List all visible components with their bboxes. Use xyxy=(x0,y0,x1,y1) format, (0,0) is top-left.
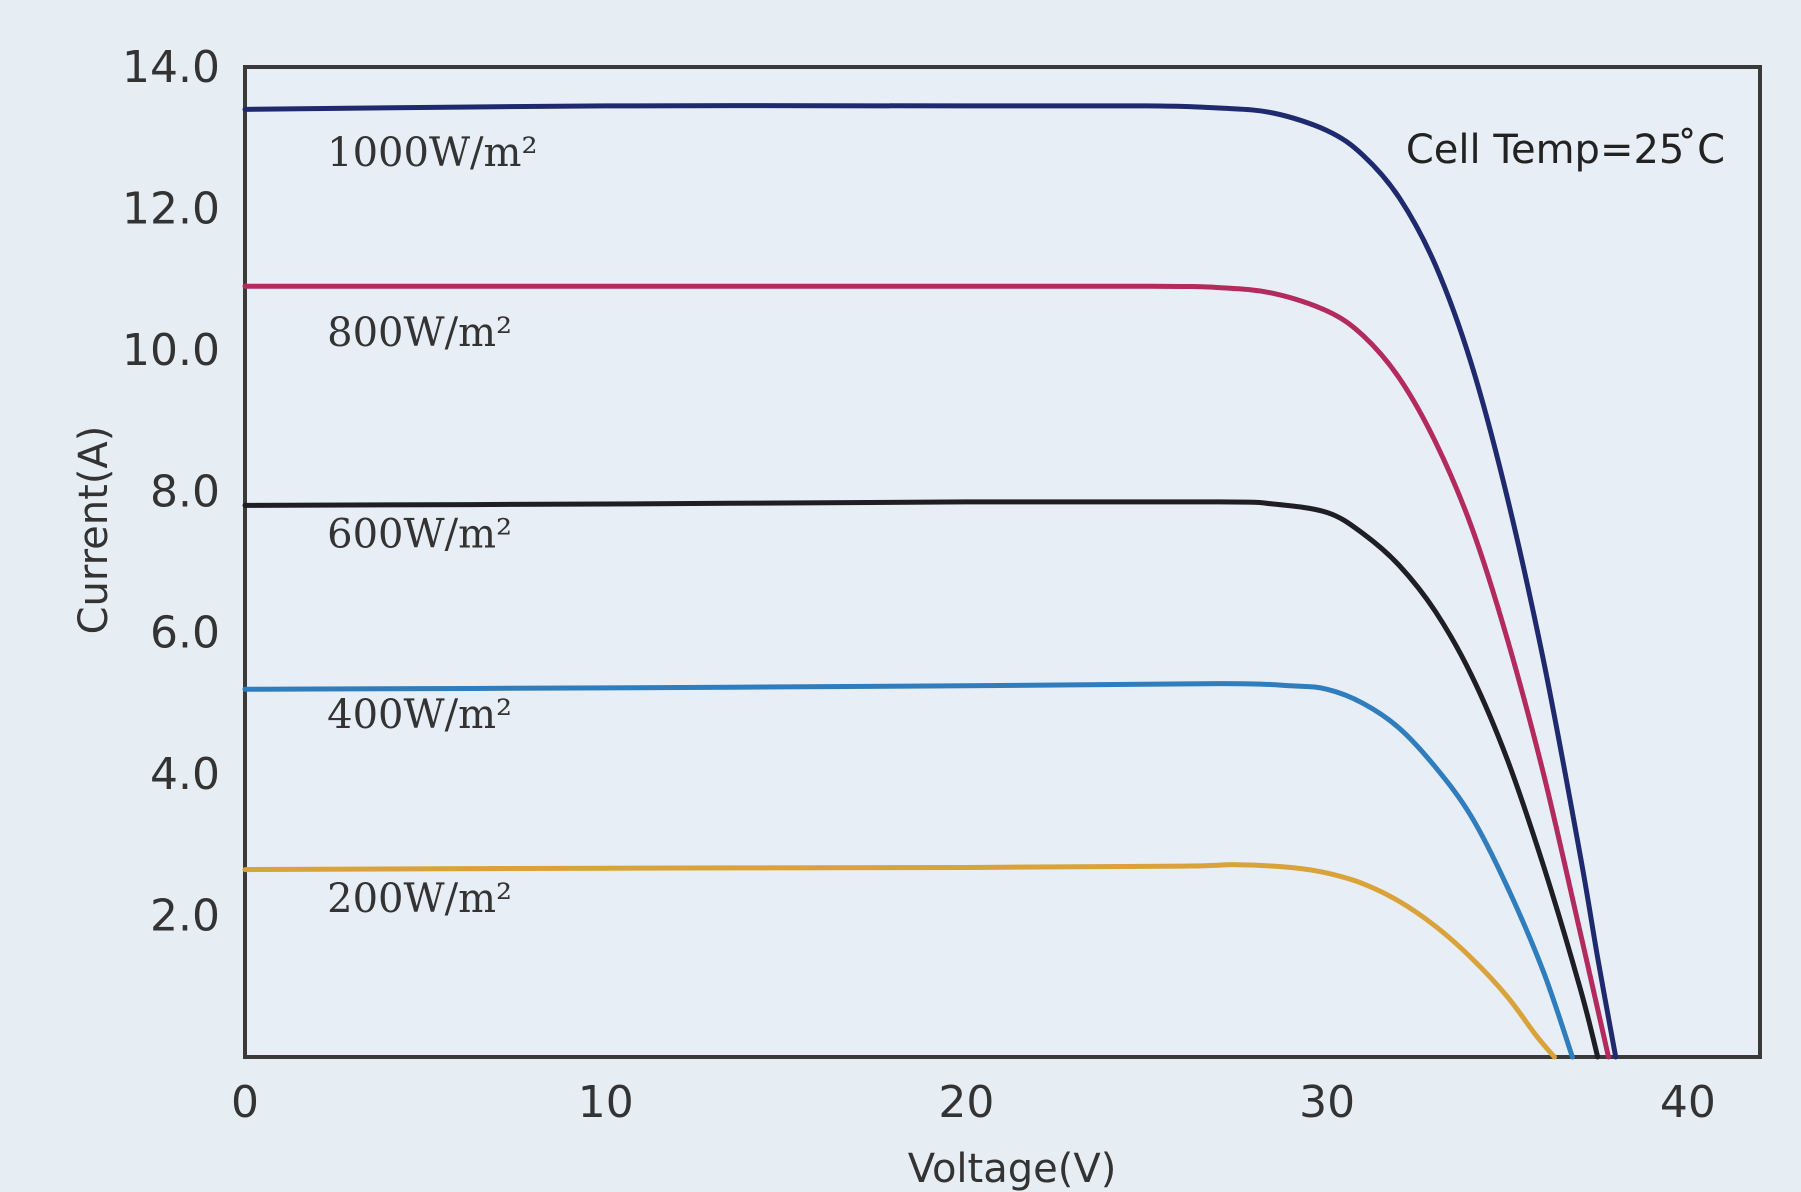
y-tick-label: 12.0 xyxy=(122,183,220,234)
y-tick-label: 8.0 xyxy=(150,466,220,517)
y-tick-labels: 2.0 4.0 6.0 8.0 10.0 12.0 14.0 xyxy=(122,42,220,942)
cell-temp-annotation: Cell Temp=25 ̊C xyxy=(1406,127,1725,173)
x-tick-label: 0 xyxy=(231,1077,259,1128)
y-tick-label: 10.0 xyxy=(122,325,220,376)
x-tick-label: 20 xyxy=(938,1077,994,1128)
y-tick-label: 14.0 xyxy=(122,42,220,93)
series-labels: 1000W/m² 800W/m² 600W/m² 400W/m² 200W/m² xyxy=(327,130,537,922)
series-label-3: 400W/m² xyxy=(327,692,512,738)
y-tick-label: 2.0 xyxy=(150,891,220,942)
y-tick-label: 4.0 xyxy=(150,749,220,800)
series-lines xyxy=(242,103,1619,1060)
x-axis-title: Voltage(V) xyxy=(908,1146,1117,1192)
y-axis-title: Current(A) xyxy=(71,426,117,635)
series-label-0: 1000W/m² xyxy=(327,130,537,176)
series-line-3 xyxy=(242,681,1575,1060)
series-line-4 xyxy=(242,862,1557,1060)
series-label-2: 600W/m² xyxy=(327,512,512,558)
series-line-1 xyxy=(242,283,1611,1060)
series-line-0 xyxy=(242,103,1619,1060)
x-tick-label: 10 xyxy=(578,1077,634,1128)
series-line-2 xyxy=(242,499,1601,1060)
x-tick-label: 30 xyxy=(1299,1077,1355,1128)
series-label-1: 800W/m² xyxy=(327,310,512,356)
series-label-4: 200W/m² xyxy=(327,876,512,922)
x-tick-labels: 0 10 20 30 40 xyxy=(231,1077,1716,1128)
x-tick-label: 40 xyxy=(1660,1077,1716,1128)
y-tick-label: 6.0 xyxy=(150,608,220,659)
